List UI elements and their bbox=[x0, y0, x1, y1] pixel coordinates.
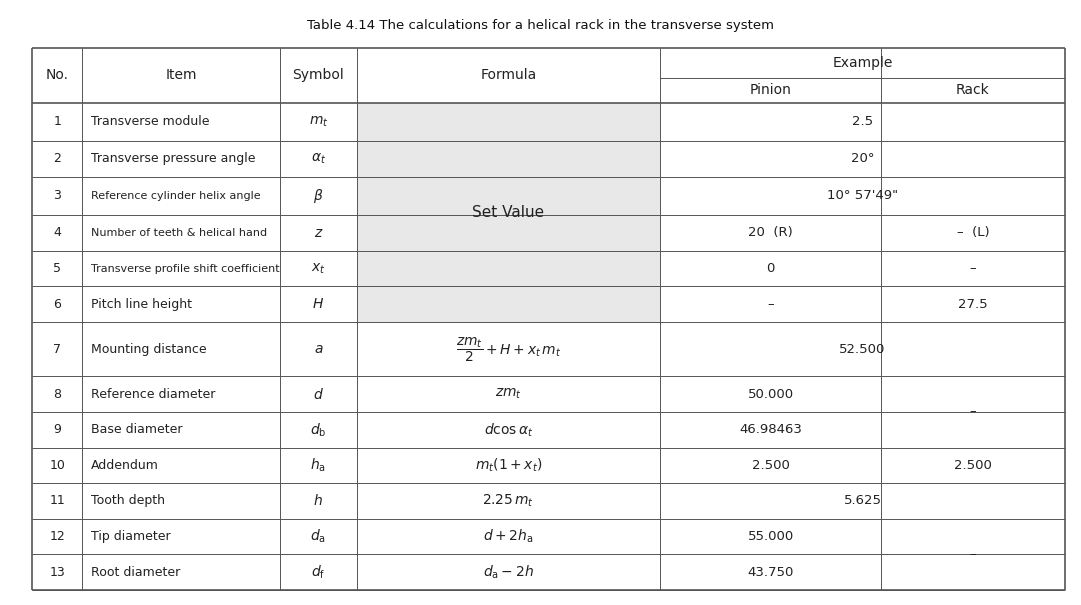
Text: $z$: $z$ bbox=[313, 226, 323, 240]
Text: 2: 2 bbox=[53, 152, 62, 165]
Text: 2.5: 2.5 bbox=[852, 116, 873, 128]
Text: $m_\mathit{t}\left(1+x_\mathit{t}\right)$: $m_\mathit{t}\left(1+x_\mathit{t}\right)… bbox=[475, 457, 543, 474]
Text: Formula: Formula bbox=[480, 68, 536, 82]
Bar bbox=[878, 484, 884, 518]
Text: $\beta$: $\beta$ bbox=[313, 187, 323, 205]
Text: $h$: $h$ bbox=[313, 494, 323, 508]
Text: 5.625: 5.625 bbox=[843, 494, 881, 508]
Text: Transverse module: Transverse module bbox=[91, 116, 209, 128]
Bar bbox=[878, 103, 884, 140]
Text: 1: 1 bbox=[53, 116, 62, 128]
Text: Rack: Rack bbox=[956, 83, 990, 97]
Bar bbox=[32, 48, 1065, 590]
Text: 13: 13 bbox=[50, 566, 65, 578]
Text: –: – bbox=[970, 548, 976, 561]
Text: Pitch line height: Pitch line height bbox=[91, 298, 191, 310]
Text: $\dfrac{zm_\mathit{t}}{2} + H + x_\mathit{t}\,m_\mathit{t}$: $\dfrac{zm_\mathit{t}}{2} + H + x_\mathi… bbox=[455, 335, 561, 364]
Bar bbox=[882, 410, 1064, 414]
Text: 10: 10 bbox=[50, 459, 65, 472]
Text: Mounting distance: Mounting distance bbox=[91, 342, 206, 356]
Text: $zm_\mathit{t}$: $zm_\mathit{t}$ bbox=[495, 387, 522, 402]
Text: –: – bbox=[970, 262, 976, 275]
Bar bbox=[357, 102, 660, 322]
Text: 8: 8 bbox=[53, 388, 62, 401]
Text: No.: No. bbox=[45, 68, 69, 82]
Text: 7: 7 bbox=[53, 342, 62, 356]
Text: 9: 9 bbox=[53, 424, 62, 436]
Text: 50.000: 50.000 bbox=[747, 388, 793, 401]
Text: 3: 3 bbox=[53, 189, 62, 203]
Text: 43.750: 43.750 bbox=[747, 566, 793, 578]
Text: $d_\mathrm{b}$: $d_\mathrm{b}$ bbox=[310, 421, 326, 439]
Text: Table 4.14 The calculations for a helical rack in the transverse system: Table 4.14 The calculations for a helica… bbox=[307, 19, 774, 32]
Text: 12: 12 bbox=[50, 530, 65, 543]
Text: Tip diameter: Tip diameter bbox=[91, 530, 170, 543]
Text: 52.500: 52.500 bbox=[839, 342, 885, 356]
Text: 20  (R): 20 (R) bbox=[748, 226, 793, 240]
Text: Pinion: Pinion bbox=[749, 83, 791, 97]
Text: Tooth depth: Tooth depth bbox=[91, 494, 164, 508]
Text: $d\cos\alpha_\mathit{t}$: $d\cos\alpha_\mathit{t}$ bbox=[483, 421, 533, 439]
Text: $d_\mathrm{f}$: $d_\mathrm{f}$ bbox=[311, 563, 325, 581]
Text: 2.500: 2.500 bbox=[751, 459, 789, 472]
Text: Set Value: Set Value bbox=[472, 204, 545, 220]
Text: Reference cylinder helix angle: Reference cylinder helix angle bbox=[91, 191, 261, 201]
Text: –: – bbox=[768, 298, 774, 310]
Text: $H$: $H$ bbox=[312, 297, 324, 311]
Text: 20°: 20° bbox=[851, 152, 875, 165]
Text: $2.25\,m_\mathit{t}$: $2.25\,m_\mathit{t}$ bbox=[482, 492, 534, 509]
Text: Number of teeth & helical hand: Number of teeth & helical hand bbox=[91, 228, 267, 238]
Text: 55.000: 55.000 bbox=[747, 530, 793, 543]
Text: 46.98463: 46.98463 bbox=[739, 424, 802, 436]
Text: 2.500: 2.500 bbox=[953, 459, 992, 472]
Text: Symbol: Symbol bbox=[293, 68, 344, 82]
Text: –: – bbox=[970, 405, 976, 419]
Text: $d_\mathrm{a}$: $d_\mathrm{a}$ bbox=[310, 528, 326, 545]
Text: $d_\mathrm{a}-2h$: $d_\mathrm{a}-2h$ bbox=[483, 563, 534, 581]
Text: $x_\mathit{t}$: $x_\mathit{t}$ bbox=[311, 261, 325, 276]
Text: Reference diameter: Reference diameter bbox=[91, 388, 215, 401]
Text: $a$: $a$ bbox=[313, 342, 323, 356]
Bar bbox=[878, 322, 884, 376]
Text: Addendum: Addendum bbox=[91, 459, 159, 472]
Text: Item: Item bbox=[165, 68, 197, 82]
Text: Base diameter: Base diameter bbox=[91, 424, 182, 436]
Text: –  (L): – (L) bbox=[957, 226, 989, 240]
Text: $d+2h_\mathrm{a}$: $d+2h_\mathrm{a}$ bbox=[483, 528, 534, 545]
Text: 11: 11 bbox=[50, 494, 65, 508]
Bar bbox=[878, 177, 884, 215]
Text: 4: 4 bbox=[53, 226, 62, 240]
Text: $\alpha_\mathit{t}$: $\alpha_\mathit{t}$ bbox=[310, 152, 326, 166]
Text: Transverse pressure angle: Transverse pressure angle bbox=[91, 152, 255, 165]
Text: Example: Example bbox=[832, 56, 893, 70]
Bar bbox=[882, 552, 1064, 556]
Text: 27.5: 27.5 bbox=[958, 298, 988, 310]
Text: 6: 6 bbox=[53, 298, 62, 310]
Bar bbox=[878, 142, 884, 176]
Text: $h_\mathrm{a}$: $h_\mathrm{a}$ bbox=[310, 457, 326, 474]
Text: 10° 57'49": 10° 57'49" bbox=[827, 189, 898, 203]
Text: Root diameter: Root diameter bbox=[91, 566, 179, 578]
Text: 0: 0 bbox=[766, 262, 775, 275]
Text: 5: 5 bbox=[53, 262, 62, 275]
Text: Transverse profile shift coefficient: Transverse profile shift coefficient bbox=[91, 264, 279, 273]
Text: $m_\mathit{t}$: $m_\mathit{t}$ bbox=[308, 114, 329, 129]
Text: $d$: $d$ bbox=[313, 387, 324, 402]
